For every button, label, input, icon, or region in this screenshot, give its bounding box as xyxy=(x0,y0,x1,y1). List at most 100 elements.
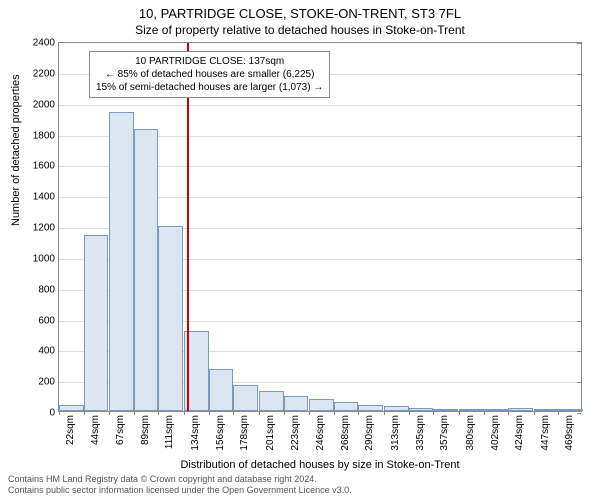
y-tick-label: 0 xyxy=(49,408,59,419)
y-tick-mark xyxy=(577,105,581,106)
x-tick-label: 290sqm xyxy=(362,415,375,451)
histogram-bar xyxy=(558,409,583,411)
y-tick-mark xyxy=(577,74,581,75)
x-tick-label: 44sqm xyxy=(88,415,101,445)
info-line-3: 15% of semi-detached houses are larger (… xyxy=(96,81,323,94)
histogram-bar xyxy=(358,405,383,411)
histogram-bar xyxy=(84,235,109,411)
x-tick-label: 22sqm xyxy=(63,415,76,445)
x-tick-mark xyxy=(109,411,110,415)
y-tick-mark xyxy=(577,166,581,167)
info-line-1: 10 PARTRIDGE CLOSE: 137sqm xyxy=(96,55,323,68)
y-tick-label: 1400 xyxy=(33,192,59,203)
x-tick-label: 223sqm xyxy=(288,415,301,451)
histogram-bar xyxy=(109,112,134,411)
x-tick-label: 469sqm xyxy=(562,415,575,451)
x-tick-label: 178sqm xyxy=(237,415,250,451)
x-tick-label: 268sqm xyxy=(338,415,351,451)
y-tick-label: 200 xyxy=(38,377,59,388)
x-tick-mark xyxy=(134,411,135,415)
y-tick-mark xyxy=(577,321,581,322)
x-tick-mark xyxy=(508,411,509,415)
x-tick-label: 424sqm xyxy=(512,415,525,451)
y-tick-mark xyxy=(577,351,581,352)
histogram-bar xyxy=(259,391,284,411)
y-tick-mark xyxy=(577,382,581,383)
histogram-bar xyxy=(534,409,559,411)
y-tick-label: 2400 xyxy=(33,38,59,49)
x-tick-mark xyxy=(409,411,410,415)
y-tick-mark xyxy=(577,259,581,260)
x-tick-label: 201sqm xyxy=(263,415,276,451)
x-tick-mark xyxy=(558,411,559,415)
x-tick-mark xyxy=(233,411,234,415)
y-tick-mark xyxy=(577,43,581,44)
histogram-bar xyxy=(209,369,234,411)
x-tick-label: 313sqm xyxy=(388,415,401,451)
chart-title-sub: Size of property relative to detached ho… xyxy=(0,21,600,37)
x-tick-mark xyxy=(384,411,385,415)
y-tick-label: 2200 xyxy=(33,68,59,79)
y-tick-label: 1000 xyxy=(33,253,59,264)
y-tick-label: 1200 xyxy=(33,223,59,234)
x-tick-mark xyxy=(484,411,485,415)
x-tick-mark xyxy=(59,411,60,415)
x-tick-label: 402sqm xyxy=(488,415,501,451)
histogram-bar xyxy=(433,409,458,411)
histogram-bar xyxy=(309,399,334,411)
chart-info-box: 10 PARTRIDGE CLOSE: 137sqm ← 85% of deta… xyxy=(89,51,330,98)
histogram-bar xyxy=(484,409,509,411)
histogram-bar xyxy=(334,402,359,411)
x-tick-mark xyxy=(84,411,85,415)
x-tick-label: 67sqm xyxy=(113,415,126,445)
x-tick-label: 89sqm xyxy=(138,415,151,445)
marker-line xyxy=(187,43,189,411)
y-tick-label: 2000 xyxy=(33,99,59,110)
x-tick-label: 246sqm xyxy=(313,415,326,451)
x-tick-mark xyxy=(209,411,210,415)
x-tick-mark xyxy=(158,411,159,415)
x-tick-label: 380sqm xyxy=(463,415,476,451)
y-tick-label: 600 xyxy=(38,315,59,326)
histogram-bar xyxy=(508,408,533,411)
histogram-bar xyxy=(384,406,409,411)
x-tick-mark xyxy=(358,411,359,415)
y-tick-mark xyxy=(577,197,581,198)
histogram-bar xyxy=(233,385,258,411)
y-gridline xyxy=(59,105,581,106)
x-tick-label: 447sqm xyxy=(538,415,551,451)
histogram-bar xyxy=(134,129,159,411)
x-tick-label: 134sqm xyxy=(188,415,201,451)
footer-line-1: Contains HM Land Registry data © Crown c… xyxy=(8,474,592,485)
chart-title-main: 10, PARTRIDGE CLOSE, STOKE-ON-TRENT, ST3… xyxy=(0,0,600,21)
histogram-bar xyxy=(158,226,183,411)
histogram-bar xyxy=(409,408,434,411)
y-tick-mark xyxy=(577,290,581,291)
y-tick-mark xyxy=(577,413,581,414)
x-tick-mark xyxy=(309,411,310,415)
chart-footer: Contains HM Land Registry data © Crown c… xyxy=(8,474,592,496)
y-tick-mark xyxy=(577,136,581,137)
x-tick-mark xyxy=(459,411,460,415)
x-tick-label: 156sqm xyxy=(213,415,226,451)
footer-line-2: Contains public sector information licen… xyxy=(8,485,592,496)
y-tick-label: 400 xyxy=(38,346,59,357)
y-tick-label: 800 xyxy=(38,284,59,295)
x-tick-label: 335sqm xyxy=(413,415,426,451)
chart-plot-area: Distribution of detached houses by size … xyxy=(58,42,582,412)
y-tick-mark xyxy=(577,228,581,229)
x-axis-label: Distribution of detached houses by size … xyxy=(59,459,581,471)
x-tick-mark xyxy=(284,411,285,415)
y-tick-label: 1800 xyxy=(33,130,59,141)
histogram-bar xyxy=(459,409,484,411)
histogram-bar xyxy=(59,405,84,411)
x-tick-mark xyxy=(433,411,434,415)
x-tick-label: 357sqm xyxy=(437,415,450,451)
x-tick-mark xyxy=(334,411,335,415)
x-tick-mark xyxy=(259,411,260,415)
y-axis-label: Number of detached properties xyxy=(10,74,22,226)
histogram-bar xyxy=(284,396,309,411)
x-tick-mark xyxy=(534,411,535,415)
info-line-2: ← 85% of detached houses are smaller (6,… xyxy=(96,68,323,81)
x-tick-mark xyxy=(184,411,185,415)
